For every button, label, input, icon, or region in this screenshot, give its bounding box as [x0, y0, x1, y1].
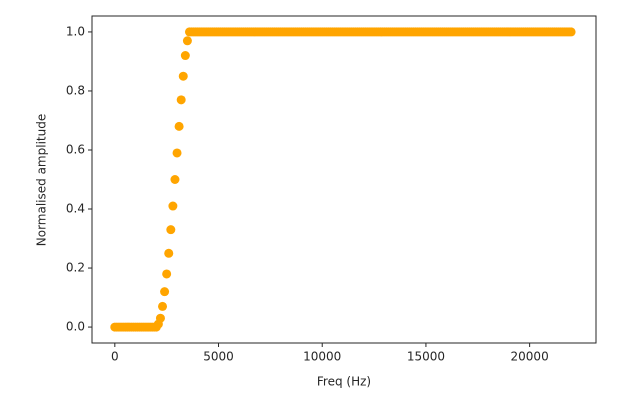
data-point: [174, 121, 184, 131]
y-tick-label: 0.8: [66, 83, 85, 97]
data-point: [170, 175, 180, 184]
data-point: [168, 201, 178, 211]
data-point: [162, 269, 172, 279]
data-point: [155, 313, 165, 323]
x-tick-label: 15000: [407, 350, 445, 364]
data-point: [176, 95, 186, 105]
y-tick-label: 0.2: [66, 261, 85, 275]
data-point: [566, 27, 576, 37]
data-point: [166, 225, 176, 235]
x-tick-label: 10000: [303, 350, 341, 364]
x-axis-label: Freq (Hz): [317, 375, 371, 389]
data-point: [180, 51, 190, 61]
y-axis-label: Normalised amplitude: [35, 114, 49, 246]
x-tick-label: 20000: [511, 350, 549, 364]
plot-frame: [91, 15, 597, 344]
x-tick-label: 0: [111, 350, 119, 364]
data-point: [172, 148, 182, 158]
y-tick-label: 0.0: [66, 320, 85, 334]
data-point: [164, 248, 174, 258]
y-tick-label: 0.6: [66, 142, 85, 156]
data-point: [178, 71, 188, 81]
data-point: [182, 36, 192, 46]
y-tick-label: 0.4: [66, 202, 85, 216]
x-tick-label: 5000: [203, 350, 234, 364]
data-point: [160, 287, 170, 297]
y-tick-label: 1.0: [66, 24, 85, 38]
data-point: [158, 301, 168, 311]
